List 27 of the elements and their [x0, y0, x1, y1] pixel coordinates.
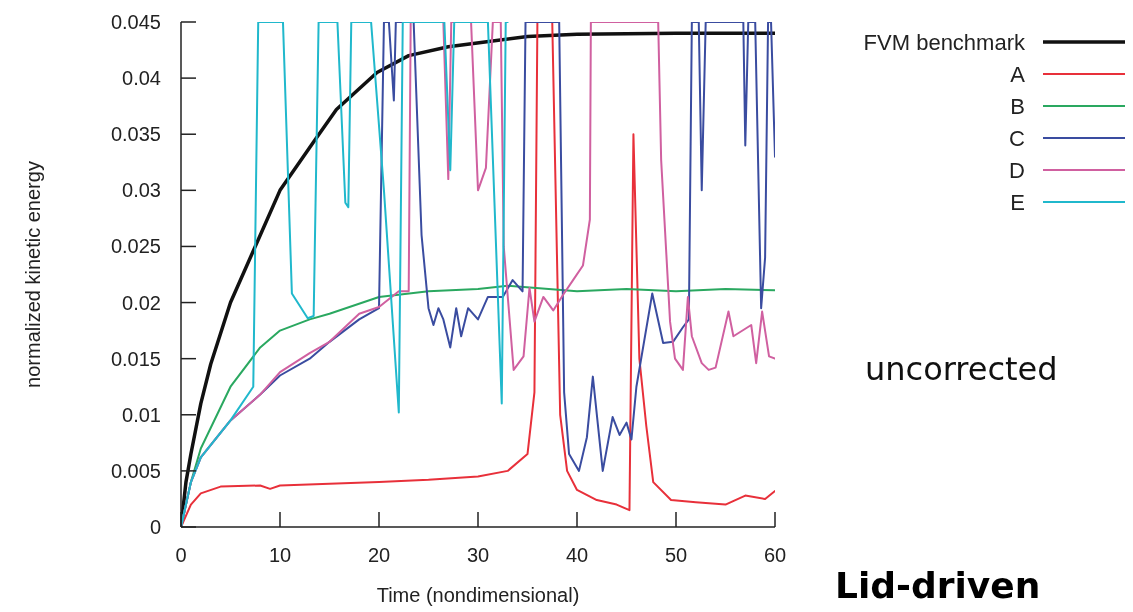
y-tick-label: 0.035 [110, 123, 161, 146]
x-tick-label: 50 [664, 544, 688, 566]
y-tick-label: 0.045 [110, 11, 161, 33]
y-tick-label: 0 [149, 516, 161, 538]
y-axis-title: normalized kinetic energy [22, 161, 44, 388]
y-tick-label: 0.025 [110, 235, 161, 258]
x-tick-label: 0 [175, 544, 187, 566]
x-tick-label: 60 [763, 544, 787, 566]
x-tick-label: 20 [367, 544, 391, 566]
text: Lid-driven [835, 565, 1041, 606]
x-axis-title: Time (nondimensional) [376, 584, 580, 606]
legend-label: FVM benchmark [863, 29, 1026, 55]
y-tick-label: 0.02 [122, 291, 161, 314]
legend-label: B [1010, 93, 1025, 119]
legend-label: C [1009, 125, 1026, 151]
y-tick-label: 0.015 [110, 347, 161, 370]
legend-label: E [1010, 189, 1025, 215]
x-tick-label: 30 [466, 544, 490, 566]
legend-label: D [1009, 157, 1025, 183]
y-tick-label: 0.005 [110, 459, 161, 482]
y-tick-label: 0.04 [122, 67, 161, 90]
text: uncorrected [865, 350, 1058, 388]
x-tick-label: 10 [268, 544, 292, 566]
legend-label: A [1010, 61, 1026, 87]
y-tick-label: 0.01 [122, 403, 161, 426]
x-tick-label: 40 [565, 544, 589, 566]
y-tick-label: 0.03 [122, 179, 161, 202]
